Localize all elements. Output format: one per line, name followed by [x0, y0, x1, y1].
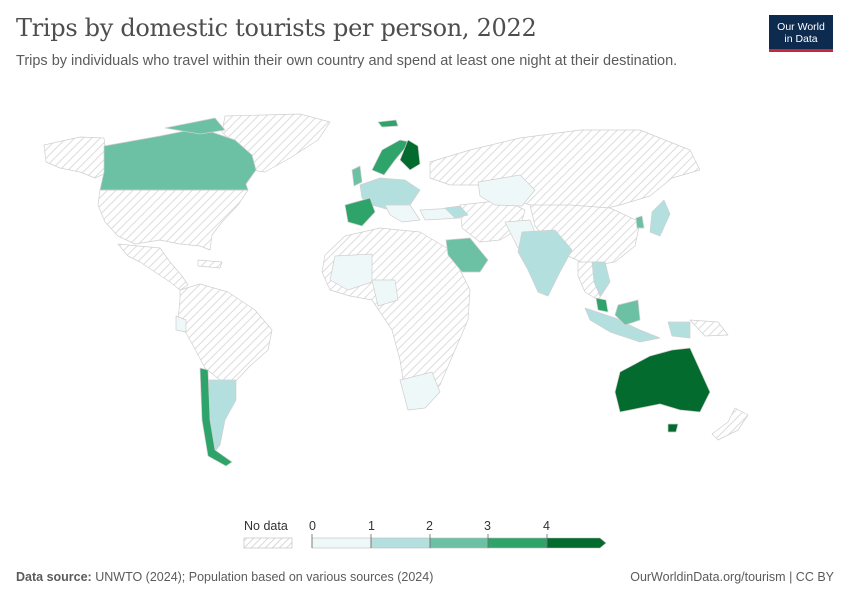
region-south-africa[interactable]	[399, 371, 441, 411]
region-italy-balkans[interactable]	[384, 204, 421, 223]
region-south-america-north[interactable]	[177, 283, 273, 383]
region-russia[interactable]	[429, 129, 701, 213]
region-mali-niger[interactable]	[329, 253, 373, 291]
legend-no-data-label: No data	[244, 519, 288, 533]
region-iran-caucasus[interactable]	[444, 205, 469, 219]
region-iberia[interactable]	[344, 197, 376, 227]
region-svalbard[interactable]	[377, 119, 399, 128]
region-finland[interactable]	[399, 139, 421, 171]
legend-bin-2	[429, 537, 489, 549]
legend-bin-4	[546, 537, 607, 549]
legend-tick-2: 2	[426, 519, 433, 533]
region-uk[interactable]	[351, 165, 363, 187]
legend-no-data-swatch	[243, 537, 293, 549]
world-map	[43, 113, 749, 467]
footer-link[interactable]: OurWorldinData.org/tourism | CC BY	[630, 570, 834, 584]
legend-bin-1	[370, 537, 431, 549]
region-mexico-central-america[interactable]	[117, 243, 189, 291]
legend-tick-1: 1	[368, 519, 375, 533]
legend-tick-3: 3	[484, 519, 491, 533]
region-alaska[interactable]	[43, 136, 109, 179]
region-japan[interactable]	[649, 199, 671, 237]
region-caribbean[interactable]	[197, 259, 223, 269]
region-peru-colombia[interactable]	[175, 315, 187, 333]
data-source-text[interactable]: UNWTO (2024); Population based on variou…	[95, 570, 434, 584]
legend	[243, 534, 607, 549]
chart-subtitle: Trips by individuals who travel within t…	[16, 53, 678, 69]
region-malaysia[interactable]	[595, 297, 609, 313]
data-source: Data source: UNWTO (2024); Population ba…	[16, 570, 433, 584]
owid-logo[interactable]: Our World in Data	[769, 15, 833, 52]
legend-bin-3	[487, 537, 548, 549]
region-tasmania[interactable]	[667, 423, 679, 433]
region-indonesia[interactable]	[584, 307, 661, 343]
data-source-label: Data source:	[16, 570, 92, 584]
region-new-guinea-east[interactable]	[667, 321, 691, 339]
region-kazakhstan[interactable]	[477, 174, 536, 207]
region-south-korea[interactable]	[635, 215, 645, 229]
region-png[interactable]	[689, 319, 729, 337]
region-nigeria[interactable]	[371, 279, 399, 307]
region-new-zealand[interactable]	[711, 407, 749, 441]
legend-bin-0	[311, 537, 372, 549]
chart-title: Trips by domestic tourists per person, 2…	[16, 14, 537, 42]
logo-line-2: in Data	[784, 33, 818, 45]
logo-line-1: Our World	[777, 21, 825, 33]
region-usa[interactable]	[97, 189, 249, 251]
region-chile[interactable]	[199, 367, 233, 467]
region-saudi-arabia[interactable]	[445, 237, 489, 273]
legend-tick-0: 0	[309, 519, 316, 533]
region-canada-islands[interactable]	[164, 117, 226, 135]
region-australia[interactable]	[614, 347, 711, 413]
region-philippines-borneo[interactable]	[614, 299, 641, 326]
legend-tick-4: 4	[543, 519, 550, 533]
region-thailand-vietnam[interactable]	[591, 261, 611, 297]
region-india[interactable]	[517, 229, 573, 297]
